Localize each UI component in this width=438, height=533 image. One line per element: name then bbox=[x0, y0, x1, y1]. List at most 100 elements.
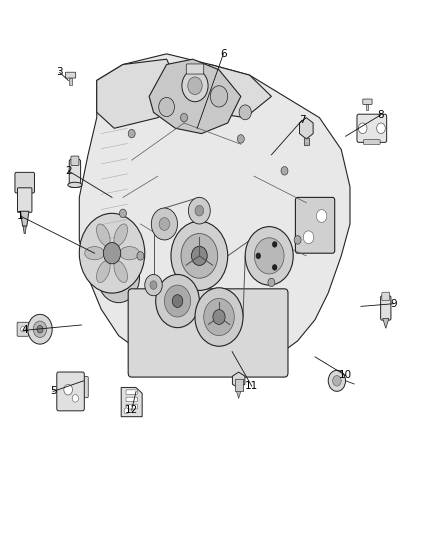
Circle shape bbox=[64, 384, 72, 395]
Circle shape bbox=[21, 327, 25, 332]
FancyBboxPatch shape bbox=[126, 390, 138, 394]
FancyBboxPatch shape bbox=[18, 188, 32, 212]
FancyBboxPatch shape bbox=[15, 172, 35, 193]
Circle shape bbox=[72, 394, 78, 402]
Circle shape bbox=[33, 321, 47, 337]
Circle shape bbox=[155, 274, 199, 328]
Text: 12: 12 bbox=[125, 405, 138, 415]
Circle shape bbox=[358, 123, 367, 134]
FancyBboxPatch shape bbox=[382, 292, 390, 301]
Circle shape bbox=[245, 227, 293, 285]
Text: 8: 8 bbox=[377, 110, 384, 120]
FancyBboxPatch shape bbox=[71, 156, 79, 165]
FancyBboxPatch shape bbox=[304, 138, 309, 146]
Circle shape bbox=[171, 221, 228, 290]
Circle shape bbox=[182, 70, 208, 102]
Circle shape bbox=[204, 298, 234, 336]
Circle shape bbox=[239, 105, 251, 120]
Polygon shape bbox=[23, 226, 26, 233]
Circle shape bbox=[164, 285, 191, 317]
Polygon shape bbox=[79, 54, 350, 373]
FancyBboxPatch shape bbox=[65, 72, 76, 78]
Polygon shape bbox=[21, 211, 29, 226]
Circle shape bbox=[316, 209, 327, 222]
Circle shape bbox=[151, 208, 177, 240]
FancyBboxPatch shape bbox=[381, 296, 391, 320]
Circle shape bbox=[189, 78, 201, 93]
Bar bbox=[69, 77, 72, 85]
Circle shape bbox=[210, 86, 228, 107]
FancyBboxPatch shape bbox=[186, 64, 204, 74]
Polygon shape bbox=[383, 319, 389, 328]
Circle shape bbox=[268, 278, 275, 287]
Text: 2: 2 bbox=[65, 166, 72, 176]
Ellipse shape bbox=[114, 261, 127, 282]
Polygon shape bbox=[237, 391, 241, 399]
Polygon shape bbox=[300, 118, 313, 139]
Circle shape bbox=[272, 241, 277, 247]
Circle shape bbox=[159, 217, 170, 230]
Circle shape bbox=[188, 77, 202, 94]
Text: 10: 10 bbox=[339, 370, 352, 381]
Polygon shape bbox=[97, 59, 184, 128]
Circle shape bbox=[188, 197, 210, 224]
Ellipse shape bbox=[85, 247, 104, 260]
Polygon shape bbox=[233, 372, 245, 388]
Circle shape bbox=[128, 130, 135, 138]
Text: 5: 5 bbox=[50, 386, 57, 397]
Circle shape bbox=[28, 314, 52, 344]
Circle shape bbox=[254, 238, 284, 274]
Text: 6: 6 bbox=[220, 49, 227, 59]
Text: 3: 3 bbox=[57, 68, 63, 77]
Ellipse shape bbox=[96, 224, 110, 246]
Circle shape bbox=[377, 123, 385, 134]
Text: 4: 4 bbox=[21, 325, 28, 335]
Circle shape bbox=[37, 326, 43, 333]
Circle shape bbox=[256, 253, 261, 259]
FancyBboxPatch shape bbox=[57, 372, 84, 411]
Circle shape bbox=[195, 205, 204, 216]
Polygon shape bbox=[149, 59, 241, 134]
FancyBboxPatch shape bbox=[128, 289, 288, 377]
Circle shape bbox=[181, 233, 218, 278]
Circle shape bbox=[294, 236, 301, 244]
Ellipse shape bbox=[114, 224, 127, 246]
Circle shape bbox=[195, 288, 243, 346]
Circle shape bbox=[183, 71, 207, 101]
Circle shape bbox=[79, 213, 145, 293]
Circle shape bbox=[159, 98, 174, 117]
Circle shape bbox=[272, 264, 277, 271]
Circle shape bbox=[145, 274, 162, 296]
FancyBboxPatch shape bbox=[69, 159, 81, 187]
Circle shape bbox=[303, 231, 314, 244]
Ellipse shape bbox=[120, 247, 139, 260]
Polygon shape bbox=[188, 64, 272, 118]
FancyBboxPatch shape bbox=[79, 376, 88, 398]
Circle shape bbox=[103, 243, 121, 264]
Circle shape bbox=[124, 408, 129, 414]
Circle shape bbox=[332, 376, 341, 386]
Circle shape bbox=[120, 209, 127, 217]
Circle shape bbox=[191, 246, 207, 265]
FancyBboxPatch shape bbox=[363, 99, 372, 104]
Circle shape bbox=[106, 262, 131, 292]
Text: 11: 11 bbox=[245, 381, 258, 391]
Bar bbox=[367, 104, 368, 110]
Circle shape bbox=[150, 281, 157, 289]
Text: 7: 7 bbox=[299, 115, 305, 125]
Circle shape bbox=[172, 295, 183, 308]
Text: 9: 9 bbox=[390, 298, 397, 309]
Circle shape bbox=[98, 252, 140, 303]
Circle shape bbox=[237, 135, 244, 143]
Circle shape bbox=[180, 114, 187, 122]
FancyBboxPatch shape bbox=[357, 114, 387, 142]
FancyBboxPatch shape bbox=[126, 397, 138, 402]
FancyBboxPatch shape bbox=[126, 405, 138, 409]
Text: 1: 1 bbox=[17, 211, 24, 221]
FancyBboxPatch shape bbox=[17, 322, 28, 336]
Polygon shape bbox=[121, 387, 142, 417]
FancyBboxPatch shape bbox=[295, 197, 335, 253]
Circle shape bbox=[281, 166, 288, 175]
Circle shape bbox=[213, 310, 225, 325]
FancyBboxPatch shape bbox=[364, 140, 380, 144]
